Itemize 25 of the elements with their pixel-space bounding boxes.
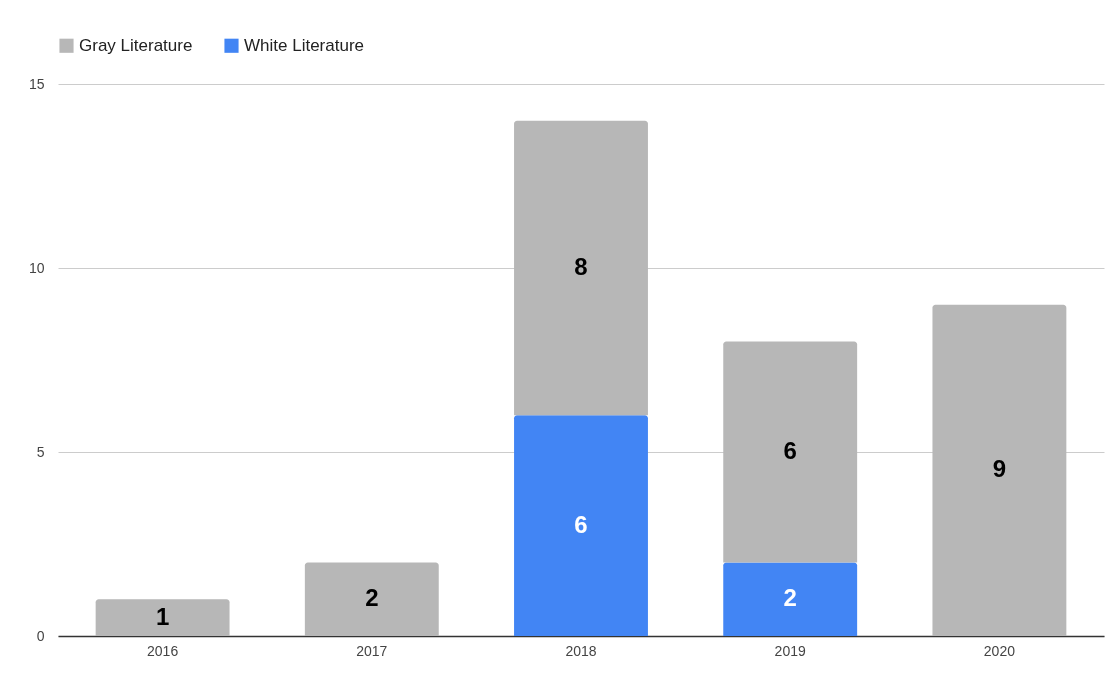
- bar: [514, 415, 648, 636]
- data-label: 9: [992, 455, 1007, 483]
- y-tick-label: 5: [36, 443, 45, 460]
- data-label: 6: [574, 510, 588, 538]
- x-tick-label: 2018: [565, 642, 597, 659]
- legend-label: Gray Literature: [79, 35, 193, 55]
- y-tick-label: 10: [28, 259, 45, 276]
- y-tick-label: 15: [28, 75, 45, 92]
- data-label: 2: [783, 584, 797, 612]
- bar: [723, 341, 858, 563]
- x-tick-label: 2016: [147, 642, 179, 659]
- data-label: 1: [155, 602, 170, 630]
- x-tick-label: 2020: [983, 642, 1016, 659]
- y-tick-label: 0: [36, 627, 45, 644]
- data-label: 8: [574, 253, 588, 280]
- bar: [514, 120, 648, 416]
- bar: [304, 562, 439, 636]
- bar: [95, 599, 230, 636]
- x-tick-label: 2017: [356, 642, 388, 659]
- x-tick-label: 2019: [774, 642, 806, 659]
- bar: [723, 562, 858, 636]
- data-label: 6: [783, 437, 797, 464]
- legend-label: White Literature: [244, 35, 364, 55]
- bar: [932, 304, 1067, 636]
- data-label: 2: [365, 584, 379, 612]
